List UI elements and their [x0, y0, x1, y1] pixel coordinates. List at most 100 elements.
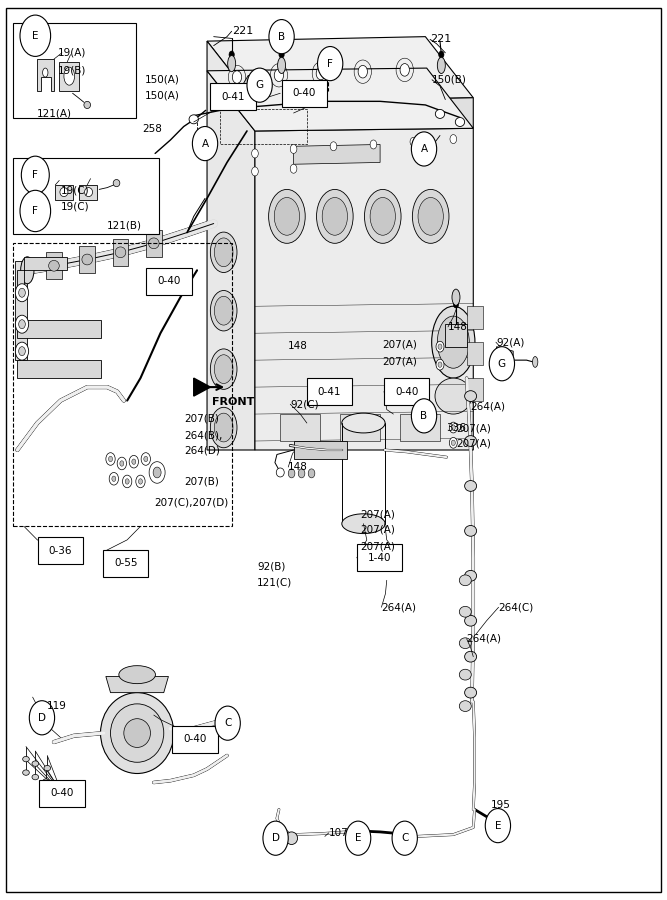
Circle shape: [19, 288, 25, 297]
Text: 207(B): 207(B): [184, 413, 219, 424]
Text: 207(A): 207(A): [360, 541, 395, 551]
Ellipse shape: [456, 118, 465, 127]
Text: 207(A): 207(A): [457, 438, 492, 449]
Circle shape: [438, 362, 442, 367]
Text: 207(A): 207(A): [382, 356, 417, 366]
Ellipse shape: [227, 56, 235, 72]
Circle shape: [298, 469, 305, 478]
Ellipse shape: [210, 291, 237, 331]
Polygon shape: [207, 71, 255, 450]
Polygon shape: [400, 414, 440, 441]
Ellipse shape: [84, 102, 91, 109]
Text: 0-41: 0-41: [317, 387, 342, 397]
Ellipse shape: [354, 824, 366, 837]
Ellipse shape: [119, 666, 155, 684]
Text: 0-40: 0-40: [157, 276, 181, 286]
Ellipse shape: [401, 830, 413, 842]
Ellipse shape: [460, 638, 472, 649]
Ellipse shape: [324, 58, 332, 66]
Ellipse shape: [465, 391, 477, 401]
Circle shape: [279, 51, 284, 59]
Text: 264(B),: 264(B),: [184, 430, 223, 441]
Polygon shape: [293, 441, 347, 459]
Text: 221: 221: [430, 34, 452, 44]
Circle shape: [125, 479, 129, 484]
Circle shape: [346, 821, 371, 855]
Text: 121(A): 121(A): [37, 108, 72, 118]
Text: 207(A): 207(A): [360, 509, 395, 519]
Ellipse shape: [113, 179, 120, 186]
Ellipse shape: [412, 189, 449, 243]
Circle shape: [192, 127, 217, 160]
Text: 1-40: 1-40: [368, 553, 391, 562]
Circle shape: [15, 315, 29, 333]
Text: 221: 221: [231, 26, 253, 36]
Text: 207(B): 207(B): [184, 476, 219, 487]
Ellipse shape: [465, 688, 477, 698]
Bar: [307, 378, 352, 405]
Text: 207(A): 207(A): [360, 525, 395, 535]
Polygon shape: [255, 98, 474, 131]
Ellipse shape: [342, 514, 385, 534]
Text: F: F: [33, 206, 38, 216]
Polygon shape: [17, 360, 101, 378]
Ellipse shape: [465, 526, 477, 536]
Polygon shape: [467, 342, 484, 364]
Ellipse shape: [32, 774, 39, 779]
Text: 19(B): 19(B): [58, 66, 86, 76]
Text: A: A: [201, 139, 209, 148]
Ellipse shape: [465, 481, 477, 491]
Bar: [357, 544, 402, 572]
Ellipse shape: [500, 352, 510, 363]
Text: 336: 336: [447, 422, 466, 433]
Bar: [384, 378, 430, 405]
Ellipse shape: [277, 58, 285, 74]
Ellipse shape: [452, 289, 460, 305]
Polygon shape: [106, 677, 169, 693]
Circle shape: [450, 437, 458, 448]
Circle shape: [436, 359, 444, 370]
Ellipse shape: [532, 356, 538, 367]
Ellipse shape: [210, 232, 237, 273]
Text: B: B: [278, 32, 285, 41]
Ellipse shape: [23, 756, 29, 761]
Ellipse shape: [269, 189, 305, 243]
Ellipse shape: [44, 765, 51, 770]
Text: 92(B): 92(B): [257, 562, 285, 572]
Text: 150(A): 150(A): [145, 90, 179, 100]
Polygon shape: [113, 238, 129, 266]
Text: 264(D): 264(D): [184, 446, 220, 456]
Circle shape: [109, 472, 119, 485]
Polygon shape: [416, 405, 432, 423]
Text: 19(C): 19(C): [61, 185, 89, 195]
Polygon shape: [17, 256, 67, 288]
Polygon shape: [146, 230, 162, 256]
Ellipse shape: [85, 187, 93, 196]
Ellipse shape: [418, 197, 444, 235]
Ellipse shape: [322, 197, 348, 235]
Text: 19(A): 19(A): [58, 48, 86, 58]
Text: F: F: [33, 170, 38, 180]
Circle shape: [290, 164, 297, 173]
Ellipse shape: [436, 110, 445, 119]
Circle shape: [251, 149, 258, 158]
Circle shape: [20, 190, 51, 231]
Circle shape: [120, 461, 124, 466]
Ellipse shape: [370, 197, 396, 235]
Text: 19(C): 19(C): [61, 202, 89, 211]
Ellipse shape: [460, 607, 472, 617]
Circle shape: [412, 399, 437, 433]
Ellipse shape: [149, 238, 159, 248]
Text: 150(B): 150(B): [432, 75, 467, 85]
Circle shape: [263, 821, 288, 855]
Text: E: E: [495, 821, 501, 831]
Text: B: B: [420, 411, 428, 421]
Ellipse shape: [32, 760, 39, 766]
Ellipse shape: [317, 189, 353, 243]
Ellipse shape: [364, 189, 401, 243]
Ellipse shape: [274, 197, 299, 235]
Text: E: E: [355, 833, 362, 843]
Text: 207(C),207(D): 207(C),207(D): [154, 497, 228, 507]
Text: E: E: [32, 31, 39, 40]
Circle shape: [109, 456, 113, 462]
